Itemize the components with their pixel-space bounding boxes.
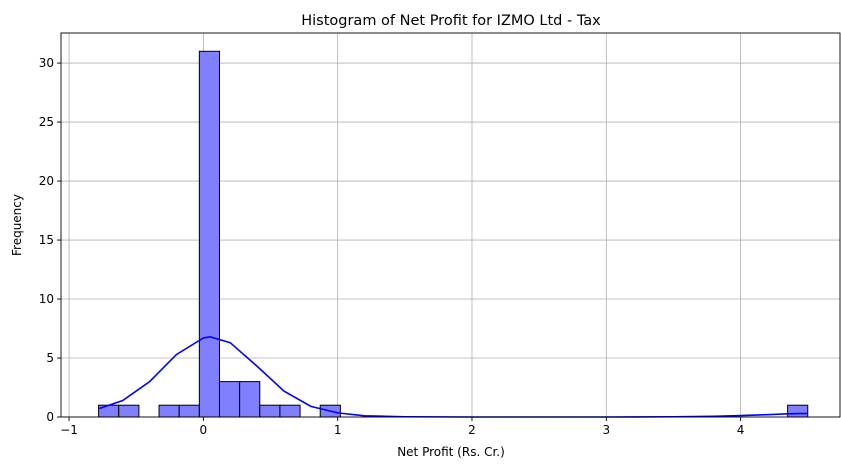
histogram-bar — [118, 404, 140, 418]
x-tick-label: 3 — [602, 423, 610, 437]
x-axis-label: Net Profit (Rs. Cr.) — [397, 445, 505, 459]
y-tick-label: 30 — [39, 56, 54, 70]
y-tick-label: 25 — [39, 115, 54, 129]
axes — [57, 32, 841, 421]
y-tick-label: 10 — [39, 292, 54, 306]
kde-curve — [98, 335, 808, 418]
y-tick-label: 20 — [39, 174, 54, 188]
y-tick-label: 5 — [46, 351, 54, 365]
histogram-bar — [198, 50, 220, 418]
chart-title: Histogram of Net Profit for IZMO Ltd - T… — [301, 13, 601, 29]
histogram-bars — [98, 50, 809, 418]
x-tick-label: 1 — [334, 423, 342, 437]
histogram-bar — [259, 404, 281, 418]
histogram-bar — [178, 404, 200, 418]
y-axis-label: Frequency — [10, 194, 24, 256]
tick-labels: −1 0 1 2 3 4 0 5 10 15 20 25 30 — [39, 56, 745, 437]
histogram-bar — [218, 381, 241, 418]
grid — [61, 33, 840, 418]
x-tick-label: 4 — [737, 423, 745, 437]
x-tick-label: 2 — [468, 423, 476, 437]
kde-curve-layer — [98, 335, 808, 418]
y-tick-label: 0 — [46, 410, 54, 424]
x-tick-label: 0 — [200, 423, 208, 437]
histogram-bar — [158, 404, 180, 418]
histogram-bar — [279, 404, 301, 418]
x-tick-label: −1 — [60, 423, 78, 437]
plot-frame — [60, 32, 841, 418]
histogram-bar — [787, 404, 809, 418]
histogram-bar — [239, 381, 261, 418]
y-tick-label: 15 — [39, 233, 54, 247]
